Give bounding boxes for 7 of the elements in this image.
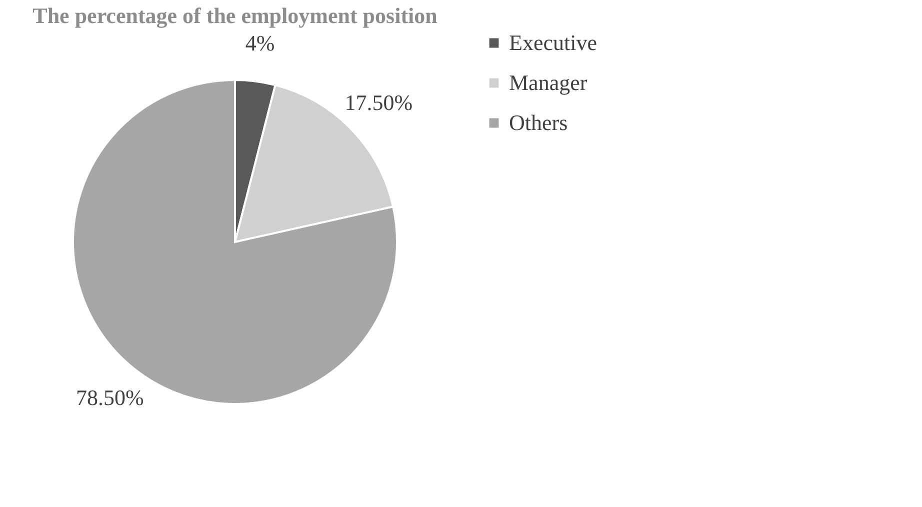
data-label: 17.50% <box>344 90 413 115</box>
chart-title: The percentage of the employment position <box>32 3 438 28</box>
legend-label: Manager <box>509 70 588 95</box>
data-label: 4% <box>245 30 275 56</box>
legend-label: Executive <box>509 30 597 55</box>
data-label: 78.50% <box>76 385 144 410</box>
legend-label: Others <box>509 110 568 135</box>
